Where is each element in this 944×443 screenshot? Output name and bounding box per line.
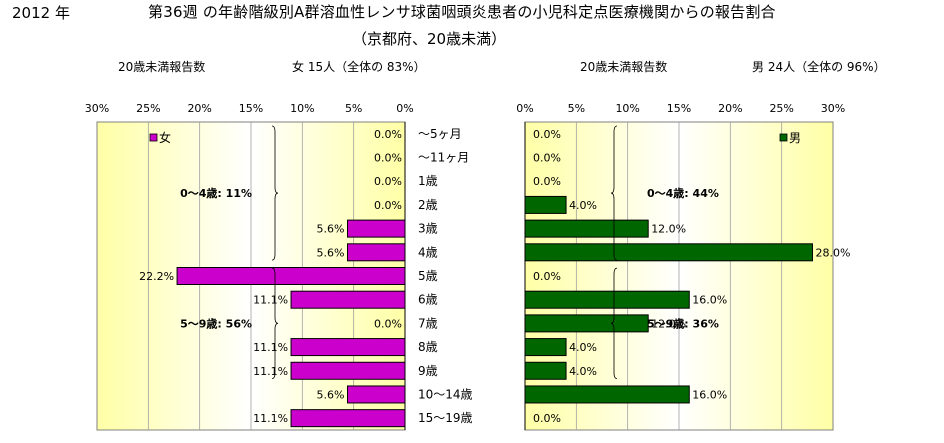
female-chart-panel: 20歳未満報告数 女 15人（全体の 83%） 0% 5% 10% 15% 20% 25% 30… [85,59,426,431]
male-tick-label: 15% [667,102,691,115]
female-bar [290,361,406,380]
male-value-label: 0.0% [533,412,561,425]
year-label: 2012 年 [12,4,70,22]
male-value-label: 0.0% [533,128,561,141]
male-bar [524,243,813,262]
female-bar [176,267,406,285]
female-value-label: 11.1% [253,294,288,307]
male-value-label: 16.0% [692,294,727,307]
male-value-label: 4.0% [569,341,597,354]
male-bar [524,290,690,309]
female-tick-label: 30% [85,102,109,115]
female-tick-label: 10% [290,102,314,115]
male-bar [524,314,649,333]
female-value-label: 11.1% [253,412,288,425]
female-header-label: 20歳未満報告数 [118,59,205,74]
female-legend-label: 女 [159,130,171,145]
male-bar [524,219,649,238]
female-value-label: 22.2% [139,270,174,283]
category-label: ～5ヶ月 [418,127,462,141]
female-value-label: 0.0% [374,152,402,165]
male-chart-panel: 20歳未満報告数 男 24人（全体の 96%） 0% 5% 10% 15% 20% 25% 30… [516,59,886,431]
female-value-label: 0.0% [374,317,402,330]
male-value-label: 4.0% [569,365,597,378]
male-value-label: 16.0% [692,388,727,401]
female-legend-swatch [149,133,158,142]
female-tick-label: 0% [396,102,413,115]
female-tick-label: 20% [187,102,211,115]
male-tick-label: 10% [615,102,639,115]
male-group-label: 5～9歳: 36% [647,316,719,330]
female-group-label: 0～4歳: 11% [180,186,252,200]
male-tick-label: 5% [568,102,585,115]
female-tick-label: 25% [136,102,160,115]
male-header-label: 20歳未満報告数 [580,59,667,74]
female-bar [290,409,406,428]
male-legend-swatch [779,133,788,142]
male-tick-label: 30% [821,102,845,115]
male-bar [524,361,567,380]
male-value-label: 12.0% [651,317,686,330]
female-group-bracket [271,125,279,261]
male-group-label: 0～4歳: 44% [647,186,719,200]
male-value-label: 0.0% [533,175,561,188]
male-header-count: 男 24人（全体の 96%） [752,59,886,74]
male-bar [524,385,690,404]
chart-subtitle: （京都府、20歳未満） [352,30,507,48]
female-bar [347,385,406,404]
female-value-label: 5.6% [317,388,345,401]
category-label: 5歳 [418,269,438,283]
category-label: 9歳 [418,364,438,378]
category-label: 6歳 [418,293,438,307]
female-value-label: 11.1% [253,365,288,378]
female-value-label: 5.6% [317,223,345,236]
chart-title: 第36週 の年齢階級別A群溶血性レンサ球菌咽頭炎患者の小児科定点医療機関からの報… [148,3,776,21]
male-bar [524,195,567,214]
female-value-label: 0.0% [374,175,402,188]
male-value-label: 0.0% [533,152,561,165]
female-tick-label: 5% [345,102,362,115]
male-bar [524,338,567,357]
male-value-label: 28.0% [815,246,850,259]
female-bar [290,338,406,357]
category-label: 3歳 [418,222,438,236]
female-tick-label: 15% [239,102,263,115]
female-value-label: 0.0% [374,199,402,212]
female-value-label: 11.1% [253,341,288,354]
male-value-label: 0.0% [533,270,561,283]
male-tick-label: 20% [718,102,742,115]
male-value-label: 4.0% [569,199,597,212]
category-label: ～11ヶ月 [418,151,469,165]
female-value-label: 0.0% [374,128,402,141]
category-label: 8歳 [418,340,438,354]
male-tick-label: 0% [516,102,533,115]
female-bar [347,219,406,238]
male-legend-label: 男 [789,131,801,145]
female-group-bracket [271,267,279,380]
male-tick-label: 25% [769,102,793,115]
category-label: 2歳 [418,198,438,212]
female-value-label: 5.6% [317,246,345,259]
female-bar [290,290,406,309]
female-group-label: 5～9歳: 56% [180,316,252,330]
category-label: 1歳 [418,174,438,188]
male-group-bracket [610,125,618,261]
category-label: 4歳 [418,245,438,259]
category-labels: ～5ヶ月 ～11ヶ月 1歳 2歳 3歳 4歳 5歳 6歳 7歳 8歳 9歳 10～14歳 15～19歳 [418,127,473,425]
female-header-count: 女 15人（全体の 83%） [292,59,426,74]
male-group-bracket [610,267,618,380]
male-value-label: 12.0% [651,223,686,236]
female-bar [347,243,406,262]
category-label: 7歳 [418,316,438,330]
category-label: 10～14歳 [418,387,473,401]
category-label: 15～19歳 [418,411,473,425]
